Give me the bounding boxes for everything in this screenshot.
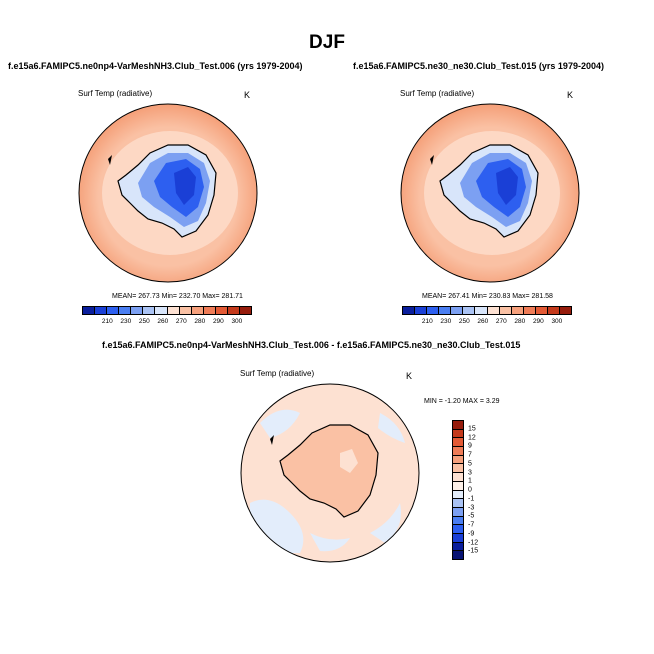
diff-colorbar	[452, 420, 464, 560]
diff-colorbar-tick-label: -12	[468, 539, 479, 546]
diff-colorbar-swatch	[453, 421, 463, 430]
diff-colorbar-swatch	[453, 455, 463, 465]
diff-colorbar-swatch	[453, 507, 463, 517]
panel-2-colorbar-ticks: 210 230 250 260 270 280 290 300	[402, 318, 572, 328]
panel-1-colorbar-tick-label: 250	[138, 318, 150, 325]
panel-2-field-label: Surf Temp (radiative)	[400, 89, 475, 98]
panel-1-colorbar-swatch	[83, 307, 96, 314]
panel-1-colorbar-tick-label: 230	[120, 318, 132, 325]
panel-2-colorbar-swatch	[523, 307, 536, 314]
figure-title: DJF	[309, 32, 345, 53]
panel-1-colorbar-swatch	[203, 307, 216, 314]
diff-colorbar-swatch	[453, 447, 463, 456]
panel-2-colorbar	[402, 306, 572, 315]
panel-2-colorbar-swatch	[463, 307, 476, 314]
diff-colorbar-tick-label: 7	[468, 451, 472, 459]
panel-1-colorbar-tick-label: 280	[194, 318, 206, 325]
diff-colorbar-tick-label: 3	[468, 469, 472, 476]
panel-1-colorbar-swatch	[119, 307, 132, 314]
panel-2-colorbar-swatch	[475, 307, 488, 314]
diff-colorbar-swatch	[453, 429, 463, 439]
panel-2-colorbar-swatch	[415, 307, 428, 314]
panel-1-colorbar-swatch	[240, 307, 252, 314]
panel-1-colorbar-swatch	[179, 307, 192, 314]
panel-2-colorbar-swatch	[451, 307, 464, 314]
diff-colorbar-tick-label: -15	[468, 547, 479, 555]
panel-1-colorbar	[82, 306, 252, 315]
diff-colorbar-swatch	[453, 516, 463, 526]
diff-colorbar-tick-label: 15	[468, 425, 476, 433]
panel-1-colorbar-tick-label: 270	[175, 318, 187, 325]
panel-2-colorbar-swatch	[439, 307, 452, 314]
panel-2-colorbar-tick-label: 270	[495, 318, 507, 325]
panel-1-colorbar-swatch	[131, 307, 144, 314]
panel-2-colorbar-tick-label: 300	[551, 318, 563, 325]
panel-2-colorbar-swatch	[511, 307, 524, 314]
diff-colorbar-swatch	[453, 464, 463, 474]
panel-2-colorbar-tick-label: 290	[532, 318, 544, 325]
diff-colorbar-tick-label: -5	[468, 512, 475, 520]
diff-colorbar-tick-label: 5	[468, 460, 472, 468]
diff-colorbar-tick-label: -9	[468, 530, 475, 538]
diff-colorbar-tick-label: 9	[468, 442, 472, 450]
panel-2-colorbar-swatch	[487, 307, 500, 314]
panel-1-colorbar-swatch	[95, 307, 108, 314]
panel-1-stats: MEAN= 267.73 Min= 232.70 Max= 281.71	[112, 293, 243, 300]
panel-1-unit: K	[244, 90, 251, 100]
panel-2-polar-map	[400, 103, 580, 283]
panel-2-colorbar-tick-label: 210	[421, 318, 433, 325]
panel-1-title: f.e15a6.FAMIPC5.ne0np4-VarMeshNH3.Club_T…	[8, 61, 303, 71]
diff-colorbar-swatch	[453, 481, 463, 491]
panel-2-colorbar-swatch	[403, 307, 416, 314]
panel-1-polar-map	[78, 103, 258, 283]
diff-colorbar-swatch	[453, 490, 463, 500]
diff-colorbar-ticks: 15 12 9 7 5 3 1 0 -1 -3 -5 -7 -9 -12 -15	[468, 420, 498, 560]
panel-1-colorbar-swatch	[155, 307, 168, 314]
panel-1-colorbar-swatch	[143, 307, 156, 314]
panel-2-colorbar-swatch	[560, 307, 572, 314]
diff-panel-field-label: Surf Temp (radiative)	[240, 369, 315, 378]
diff-colorbar-tick-label: -1	[468, 495, 475, 503]
diff-colorbar-tick-label: 1	[468, 477, 472, 485]
panel-1-colorbar-swatch	[227, 307, 241, 314]
panel-1-colorbar-swatch	[107, 307, 120, 314]
panel-1-colorbar-swatch	[191, 307, 204, 314]
diff-colorbar-swatch	[453, 473, 463, 482]
diff-colorbar-swatch	[453, 438, 463, 448]
diff-polar-map	[240, 383, 420, 563]
panel-1-colorbar-tick-label: 210	[101, 318, 113, 325]
diff-colorbar-swatch	[453, 542, 463, 552]
panel-2-colorbar-tick-label: 230	[440, 318, 452, 325]
panel-2-colorbar-tick-label: 250	[458, 318, 470, 325]
panel-1-colorbar-tick-label: 260	[157, 318, 169, 325]
panel-2-colorbar-swatch	[547, 307, 561, 314]
panel-1-field-label: Surf Temp (radiative)	[78, 89, 153, 98]
panel-2-colorbar-swatch	[427, 307, 440, 314]
diff-colorbar-tick-label: -3	[468, 504, 475, 511]
panel-2-colorbar-tick-label: 260	[477, 318, 489, 325]
panel-2-title: f.e15a6.FAMIPC5.ne30_ne30.Club_Test.015 …	[353, 61, 604, 71]
diff-colorbar-swatch	[453, 551, 463, 559]
diff-colorbar-tick-label: 0	[468, 486, 472, 494]
panel-2-colorbar-swatch	[535, 307, 548, 314]
diff-colorbar-swatch	[453, 525, 463, 534]
panel-1-colorbar-tick-label: 290	[212, 318, 224, 325]
panel-2-colorbar-tick-label: 280	[514, 318, 526, 325]
diff-panel-unit: K	[406, 371, 413, 381]
panel-1-colorbar-swatch	[215, 307, 228, 314]
panel-1-colorbar-ticks: 210 230 250 260 270 280 290 300	[82, 318, 252, 328]
panel-2-stats: MEAN= 267.41 Min= 230.83 Max= 281.58	[422, 293, 553, 300]
diff-colorbar-swatch	[453, 533, 463, 543]
diff-colorbar-tick-label: -7	[468, 521, 475, 529]
panel-1-colorbar-tick-label: 300	[231, 318, 243, 325]
diff-colorbar-tick-label: 12	[468, 434, 476, 441]
panel-2-colorbar-swatch	[499, 307, 512, 314]
panel-1-colorbar-swatch	[167, 307, 180, 314]
diff-panel-title: f.e15a6.FAMIPC5.ne0np4-VarMeshNH3.Club_T…	[102, 340, 521, 350]
diff-panel-minmax: MIN = -1.20 MAX = 3.29	[424, 398, 500, 405]
diff-colorbar-swatch	[453, 499, 463, 508]
panel-2-unit: K	[567, 90, 574, 100]
